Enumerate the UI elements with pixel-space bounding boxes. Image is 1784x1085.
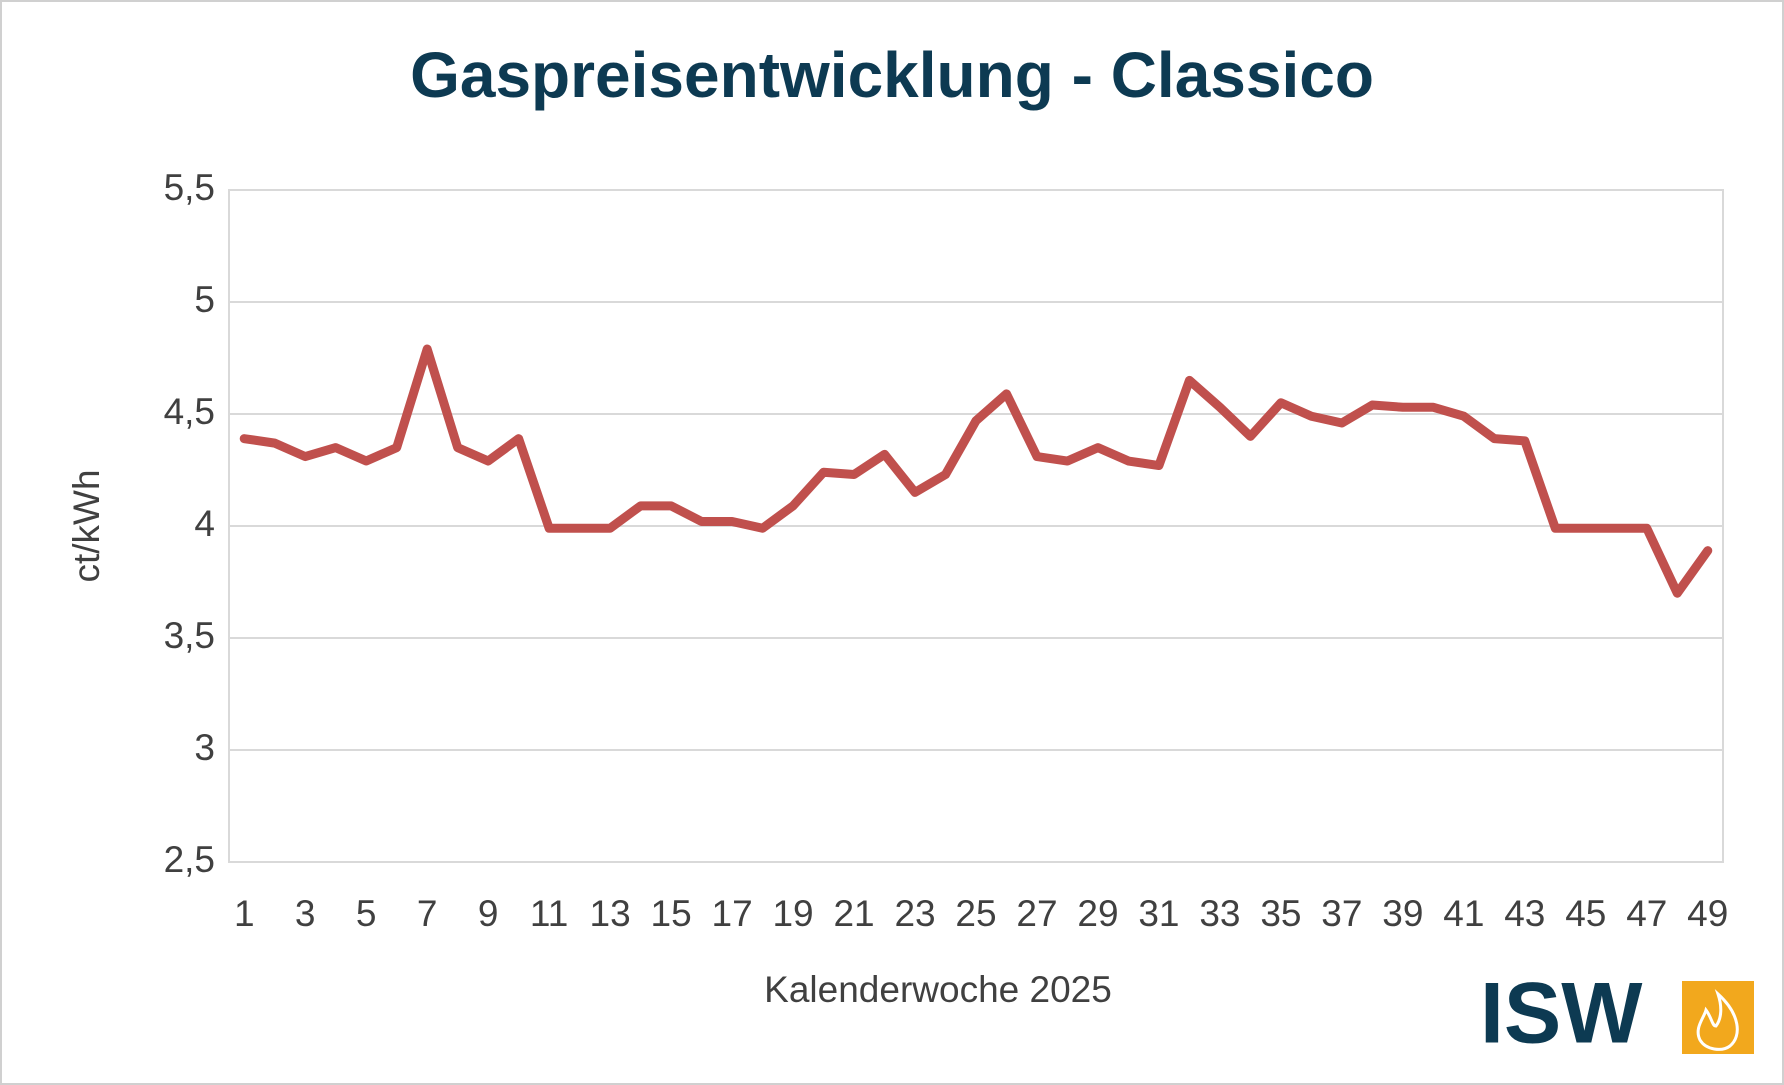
x-tick-label: 37: [1321, 893, 1362, 934]
x-tick-label: 13: [590, 893, 631, 934]
x-tick-label: 45: [1565, 893, 1606, 934]
x-tick-label: 29: [1077, 893, 1118, 934]
x-tick-label: 49: [1687, 893, 1728, 934]
x-tick-label: 11: [530, 893, 568, 934]
x-tick-label: 7: [417, 893, 438, 934]
x-tick-label: 3: [295, 893, 316, 934]
x-tick-label: 1: [234, 893, 255, 934]
x-axis-title: Kalenderwoche 2025: [764, 969, 1112, 1010]
logo-box: [1682, 981, 1754, 1054]
x-tick-label: 27: [1016, 893, 1057, 934]
y-axis-title: ct/kWh: [66, 469, 107, 582]
logo-flame: [1696, 989, 1739, 1051]
x-tick-label: 41: [1443, 893, 1484, 934]
y-tick-label: 3: [194, 727, 215, 768]
x-tick-label: 47: [1626, 893, 1667, 934]
y-tick-label: 2,5: [164, 839, 215, 880]
x-tick-label: 39: [1382, 893, 1423, 934]
x-tick-label: 31: [1138, 893, 1179, 934]
y-tick-label: 4: [194, 503, 215, 544]
x-tick-label: 21: [833, 893, 874, 934]
logo-text: ISW: [1480, 966, 1643, 1062]
y-tick-label: 3,5: [164, 615, 215, 656]
x-tick-label: 33: [1199, 893, 1240, 934]
x-tick-label: 35: [1260, 893, 1301, 934]
x-tick-label: 25: [955, 893, 996, 934]
y-tick-label: 5,5: [164, 167, 215, 208]
y-tick-label: 5: [194, 279, 215, 320]
x-tick-label: 23: [894, 893, 935, 934]
chart-title: Gaspreisentwicklung - Classico: [410, 39, 1374, 111]
data-line: [239, 344, 1713, 598]
x-tick-label: 5: [356, 893, 377, 934]
logo: ISW: [1480, 966, 1754, 1062]
y-tick-label: 4,5: [164, 391, 215, 432]
x-tick-label: 17: [712, 893, 753, 934]
x-tick-label: 43: [1504, 893, 1545, 934]
x-tick-label: 9: [478, 893, 499, 934]
x-tick-label: 19: [772, 893, 813, 934]
x-tick-label: 15: [651, 893, 692, 934]
